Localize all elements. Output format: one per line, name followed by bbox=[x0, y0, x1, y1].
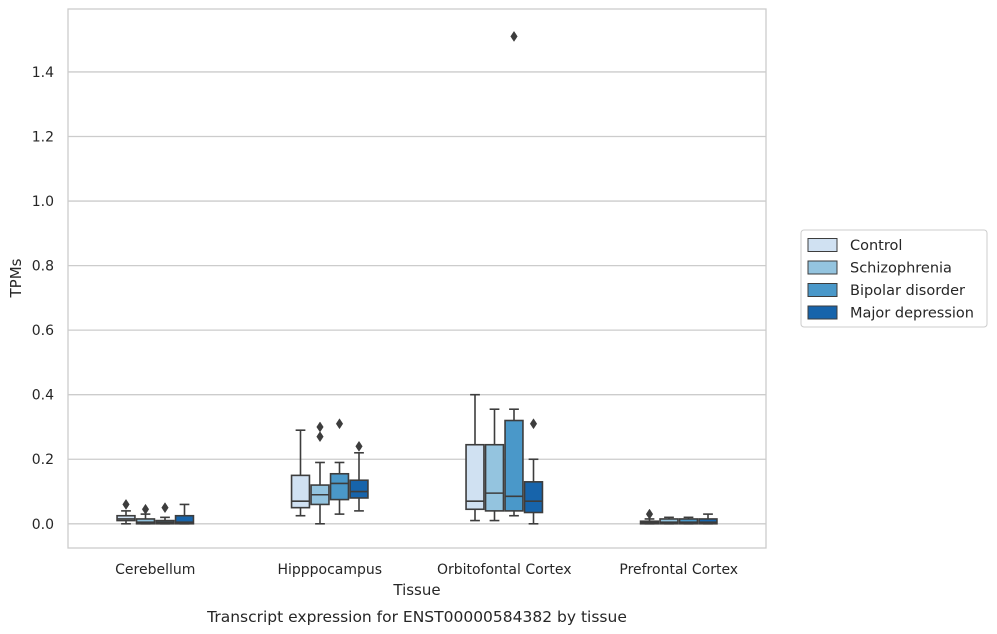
y-tick-label: 1.0 bbox=[32, 194, 54, 210]
plot-frame bbox=[67, 8, 767, 549]
box-body bbox=[465, 443, 485, 511]
x-tick-labels: Cerebellum Hipppocampus Orbitofontal Corte… bbox=[115, 562, 738, 578]
outlier-point bbox=[122, 498, 130, 510]
legend-label: Bipolar disorder bbox=[850, 283, 965, 299]
legend-label: Control bbox=[850, 238, 902, 254]
box-schizophrenia bbox=[135, 503, 156, 525]
chart-caption: Transcript expression for ENST0000058438… bbox=[206, 608, 627, 626]
legend-entries: Control Schizophrenia Bipolar disorder Majo… bbox=[807, 238, 974, 322]
outlier-point bbox=[645, 508, 654, 520]
legend-swatch bbox=[807, 283, 838, 297]
y-tick-label: 0.8 bbox=[32, 259, 54, 275]
x-tick-label: Orbitofontal Cortex bbox=[437, 562, 572, 578]
box-major-depression bbox=[174, 503, 195, 525]
box-major-depression bbox=[698, 513, 718, 525]
box-major-depression bbox=[523, 418, 544, 525]
legend-swatch bbox=[807, 238, 838, 252]
box-body bbox=[523, 481, 544, 514]
box-control bbox=[465, 393, 485, 522]
outlier-point bbox=[335, 418, 344, 430]
outlier-point bbox=[316, 421, 324, 433]
legend-frame bbox=[800, 229, 988, 328]
box-control bbox=[290, 429, 311, 517]
outlier-point bbox=[161, 502, 169, 514]
y-tick-label: 0.0 bbox=[32, 517, 54, 533]
box-schizophrenia bbox=[659, 516, 679, 525]
box-body bbox=[504, 419, 524, 512]
box-schizophrenia bbox=[310, 421, 330, 525]
box-body bbox=[116, 514, 136, 522]
box-body bbox=[174, 514, 195, 525]
x-tick-label: Hipppocampus bbox=[277, 562, 382, 578]
box-body bbox=[678, 518, 699, 525]
box-body bbox=[349, 479, 369, 499]
box-bipolar-disorder bbox=[329, 418, 350, 515]
box-body bbox=[484, 443, 505, 512]
y-tick-label: 0.6 bbox=[32, 323, 54, 339]
outlier-point bbox=[141, 503, 150, 515]
y-tick-label: 1.2 bbox=[32, 129, 54, 145]
box-control bbox=[116, 498, 136, 525]
x-tick-label: Cerebellum bbox=[115, 562, 195, 578]
box-body bbox=[659, 518, 679, 525]
legend: Control Schizophrenia Bipolar disorder Majo… bbox=[800, 229, 988, 328]
legend-swatch bbox=[807, 260, 838, 275]
box-bipolar-disorder bbox=[155, 502, 175, 525]
box-schizophrenia bbox=[484, 408, 505, 522]
box-body bbox=[698, 518, 718, 525]
box-control bbox=[639, 508, 660, 525]
box-body bbox=[290, 474, 311, 509]
box-bipolar-disorder bbox=[504, 30, 524, 517]
legend-swatch bbox=[807, 305, 838, 320]
outlier-point bbox=[510, 30, 518, 42]
box-body bbox=[329, 472, 350, 501]
box-major-depression bbox=[349, 440, 369, 512]
legend-label: Schizophrenia bbox=[850, 261, 952, 277]
y-tick-label: 1.4 bbox=[32, 65, 54, 81]
outlier-point bbox=[529, 418, 538, 430]
x-tick-label: Prefrontal Cortex bbox=[619, 562, 738, 578]
y-tick-label: 0.4 bbox=[32, 388, 54, 404]
box-groups bbox=[116, 30, 718, 525]
y-axis-label: TPMs bbox=[7, 258, 25, 298]
box-bipolar-disorder bbox=[678, 516, 699, 525]
x-axis-label: Tissue bbox=[392, 581, 440, 599]
legend-label: Major depression bbox=[850, 306, 974, 322]
y-tick-label: 0.2 bbox=[32, 452, 54, 468]
box-body bbox=[135, 518, 156, 525]
y-tick-labels: 0.0 0.2 0.4 0.6 0.8 1.0 1.2 1.4 bbox=[32, 65, 54, 533]
outlier-point bbox=[316, 431, 324, 443]
outlier-point bbox=[355, 440, 363, 452]
